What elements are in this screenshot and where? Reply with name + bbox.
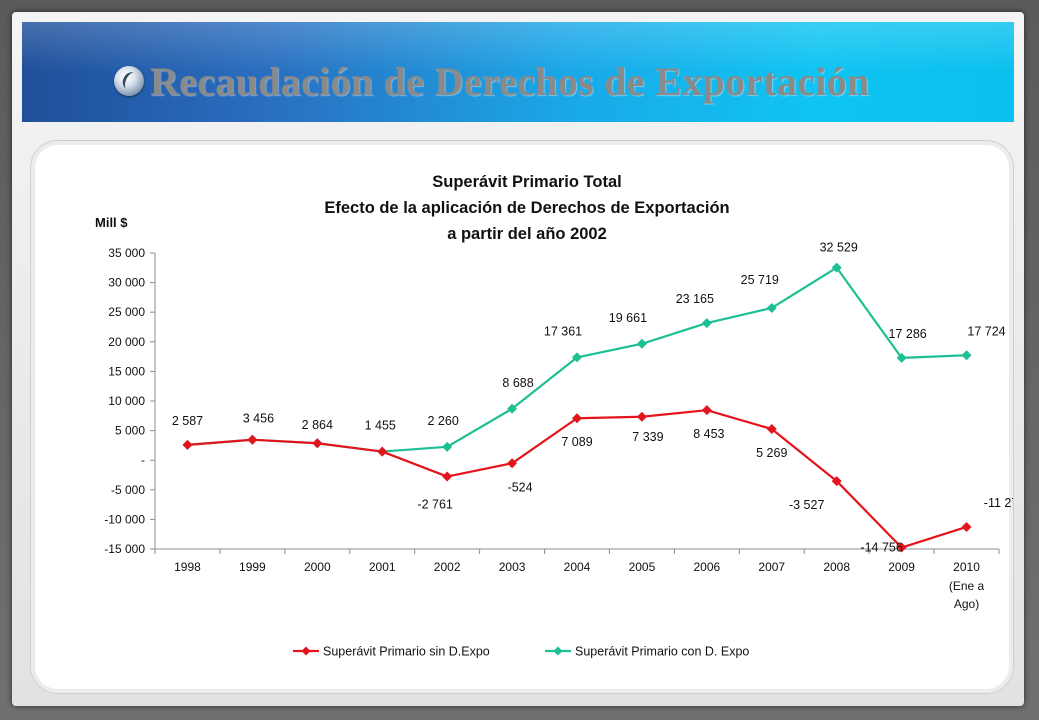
data-label: 2 864: [302, 418, 333, 432]
data-point-marker: [961, 521, 972, 532]
x-tick-label: 2005: [629, 560, 656, 574]
data-point-marker: [572, 352, 582, 363]
series-layer: [182, 262, 972, 553]
data-point-marker: [572, 413, 582, 424]
data-point-marker: [831, 476, 842, 487]
x-tick-label: 2009: [888, 560, 915, 574]
x-tick-label: 2008: [823, 560, 850, 574]
legend-marker: [553, 646, 563, 656]
data-point-marker: [182, 439, 193, 450]
data-label: 17 361: [544, 324, 582, 338]
y-tick-label: 35 000: [108, 246, 145, 260]
slide-frame: Recaudación de Derechos de Exportación S…: [12, 12, 1024, 706]
banner-shine: [22, 22, 1014, 72]
chart-title-line-2: Efecto de la aplicación de Derechos de E…: [324, 199, 729, 217]
x-tick-label: 2010: [953, 560, 980, 574]
data-label: 32 529: [820, 241, 858, 255]
legend-label: Superávit Primario con D. Expo: [575, 645, 749, 659]
data-point-marker: [247, 434, 258, 445]
x-tick-label: 2006: [693, 560, 720, 574]
x-tick-label: 1999: [239, 560, 266, 574]
data-label: 25 719: [741, 273, 779, 287]
data-point-marker: [896, 352, 907, 363]
data-label: 17 286: [888, 327, 926, 341]
data-label: 7 339: [632, 430, 663, 444]
legend-label: Superávit Primario sin D.Expo: [323, 645, 490, 659]
bullet-sphere-icon: [114, 66, 144, 96]
axes: 35 000 30 000 25 000 20 000 15 000 10 000 5 00…: [104, 246, 1000, 611]
data-label: 23 165: [676, 292, 714, 306]
data-label: 2 587: [172, 414, 203, 428]
data-label: 1 455: [365, 419, 396, 433]
data-point-marker: [507, 403, 518, 414]
data-point-marker: [442, 441, 453, 452]
data-label: 8 688: [502, 376, 533, 390]
data-label: 8 453: [693, 427, 724, 441]
chart-title-line-3: a partir del año 2002: [447, 225, 607, 243]
data-point-marker: [377, 446, 388, 457]
data-label: 17 724: [967, 324, 1005, 338]
x-tick-label: 2004: [564, 560, 591, 574]
data-point-marker: [636, 338, 647, 349]
x-tick-sublabel: (Ene a: [949, 579, 985, 593]
chart-title-line-1: Superávit Primario Total: [432, 173, 622, 191]
chart-panel: Superávit Primario Total Efecto de la ap…: [30, 140, 1014, 694]
data-point-marker: [507, 458, 518, 469]
y-tick-label: 10 000: [108, 394, 145, 408]
x-tick-label: 1998: [174, 560, 201, 574]
data-point-marker: [312, 438, 323, 449]
data-label: 5 269: [756, 446, 787, 460]
data-label: 7 089: [561, 435, 592, 449]
x-tick-sublabel: Ago): [954, 597, 979, 611]
data-point-marker: [766, 424, 777, 435]
y-tick-label: 30 000: [108, 276, 145, 290]
data-label: 3 456: [243, 412, 274, 426]
data-point-marker: [701, 405, 712, 416]
data-label: -3 527: [789, 498, 824, 512]
x-tick-label: 2002: [434, 560, 461, 574]
y-axis-unit-label: Mill $: [95, 215, 128, 230]
line-chart: Superávit Primario Total Efecto de la ap…: [95, 173, 1013, 659]
title-banner: Recaudación de Derechos de Exportación: [22, 22, 1014, 122]
data-point-marker: [831, 262, 842, 273]
data-point-marker: [896, 542, 907, 553]
y-tick-label: -15 000: [104, 542, 145, 556]
data-point-marker: [701, 318, 712, 329]
x-tick-label: 2007: [758, 560, 785, 574]
y-tick-label: -10 000: [104, 512, 145, 526]
x-tick-label: 2001: [369, 560, 396, 574]
data-label: -524: [508, 480, 533, 494]
data-label: -11 277: [984, 496, 1013, 510]
y-tick-label: -: [141, 453, 145, 467]
legend: Superávit Primario sin D.Expo Superávit P…: [293, 645, 749, 659]
slide-title: Recaudación de Derechos de Exportación: [150, 59, 870, 104]
data-point-marker: [766, 302, 777, 313]
y-tick-label: 5 000: [115, 424, 145, 438]
data-labels: 2 587 3 456 2 864 1 455 2 260 8 688 17 361 19 6…: [172, 241, 1013, 555]
data-label: -14 756: [860, 541, 902, 555]
data-label: -2 761: [417, 498, 452, 512]
y-tick-label: 15 000: [108, 364, 145, 378]
x-tick-label: 2000: [304, 560, 331, 574]
legend-marker: [301, 646, 311, 656]
data-point-marker: [961, 350, 972, 361]
data-point-marker: [636, 411, 647, 422]
data-label: 2 260: [428, 414, 459, 428]
x-tick-label: 2003: [499, 560, 526, 574]
y-tick-label: 25 000: [108, 305, 145, 319]
y-tick-label: -5 000: [111, 483, 145, 497]
data-point-marker: [442, 471, 453, 482]
y-tick-label: 20 000: [108, 335, 145, 349]
data-label: 19 661: [609, 311, 647, 325]
